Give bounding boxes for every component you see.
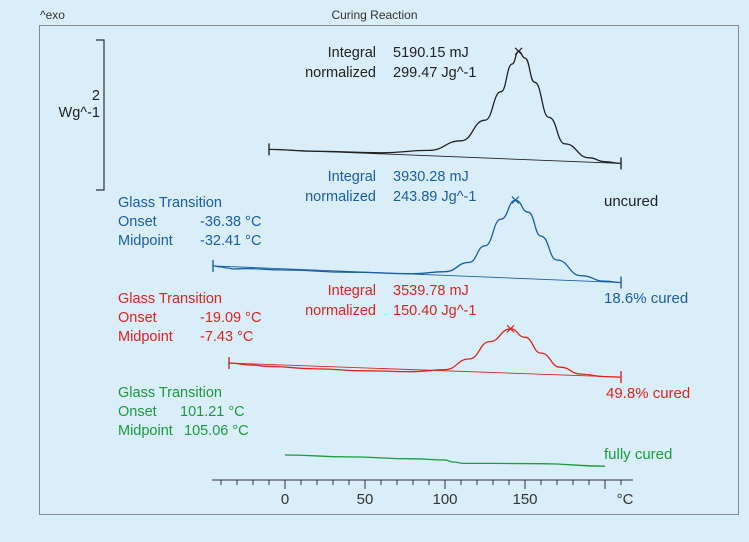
scale-bar-unit: Wg^-1 xyxy=(58,105,100,121)
scale-bar-value: 2 xyxy=(91,88,100,104)
blue-integral-label: Integral xyxy=(327,169,376,185)
status-fully-cured: fully cured xyxy=(604,446,673,463)
blue-normalized-value: 243.89 Jg^-1 xyxy=(393,189,477,205)
x-tick-label: 150 xyxy=(512,491,537,508)
peak-marker-1 xyxy=(511,196,520,204)
curve-2 xyxy=(228,328,622,378)
blue-gt-onset-label: Onset xyxy=(118,214,157,230)
status-49-8-cured: 49.8% cured xyxy=(606,385,691,402)
peak-marker-0 xyxy=(514,47,523,56)
red-gt-onset-value: -19.09 °C xyxy=(200,310,262,326)
status-18-6-cured: 18.6% cured xyxy=(604,290,689,307)
red-normalized-label: normalized xyxy=(305,303,376,319)
uncured-integral-label: Integral xyxy=(327,45,376,61)
red-gt-midpoint-value: -7.43 °C xyxy=(200,329,254,345)
red-normalized-value: 150.40 Jg^-1 xyxy=(393,303,477,319)
blue-gt-midpoint-value: -32.41 °C xyxy=(200,233,262,249)
x-axis-unit: °C xyxy=(617,491,634,508)
blue-gt-midpoint-label: Midpoint xyxy=(118,233,173,249)
blue-normalized-label: normalized xyxy=(305,189,376,205)
green-gt-midpoint-value: 105.06 °C xyxy=(184,423,249,439)
red-gt-heading: Glass Transition xyxy=(118,291,222,307)
x-tick-label: 100 xyxy=(432,491,457,508)
red-integral-value: 3539.78 mJ xyxy=(393,283,469,299)
curve-0 xyxy=(268,50,622,165)
chart-title: Curing Reaction xyxy=(331,8,418,22)
peak-marker-2 xyxy=(506,324,515,333)
scale-bar-label: 2 Wg^-1 xyxy=(44,88,100,122)
green-gt-onset-label: Onset xyxy=(118,404,157,420)
uncured-integral-value: 5190.15 mJ xyxy=(393,45,469,61)
red-gt-midpoint-label: Midpoint xyxy=(118,329,173,345)
blue-integral-value: 3930.28 mJ xyxy=(393,169,469,185)
green-gt-onset-value: 101.21 °C xyxy=(180,404,245,420)
status-uncured: uncured xyxy=(604,193,659,210)
blue-gt-onset-value: -36.38 °C xyxy=(200,214,262,230)
curve-3 xyxy=(284,454,606,467)
uncured-normalized-label: normalized xyxy=(305,65,376,81)
x-tick-label: 50 xyxy=(357,491,374,508)
green-gt-midpoint-label: Midpoint xyxy=(118,423,173,439)
blue-gt-heading: Glass Transition xyxy=(118,195,222,211)
scale-bar xyxy=(96,39,105,191)
baseline-1 xyxy=(212,265,622,283)
red-gt-onset-label: Onset xyxy=(118,310,157,326)
baseline-2 xyxy=(228,362,622,378)
plot-frame xyxy=(39,25,739,515)
curve-1 xyxy=(212,199,622,284)
baseline-0 xyxy=(268,148,622,164)
exo-label: ^exo xyxy=(40,8,65,22)
x-tick-label: 0 xyxy=(281,491,289,508)
green-gt-heading: Glass Transition xyxy=(118,385,222,401)
red-integral-label: Integral xyxy=(327,283,376,299)
uncured-normalized-value: 299.47 Jg^-1 xyxy=(393,65,477,81)
